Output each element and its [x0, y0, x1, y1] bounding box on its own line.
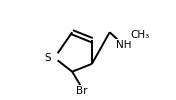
Text: CH₃: CH₃	[130, 30, 150, 40]
Text: NH: NH	[116, 40, 132, 50]
Text: Br: Br	[76, 86, 88, 96]
Text: S: S	[44, 53, 51, 63]
